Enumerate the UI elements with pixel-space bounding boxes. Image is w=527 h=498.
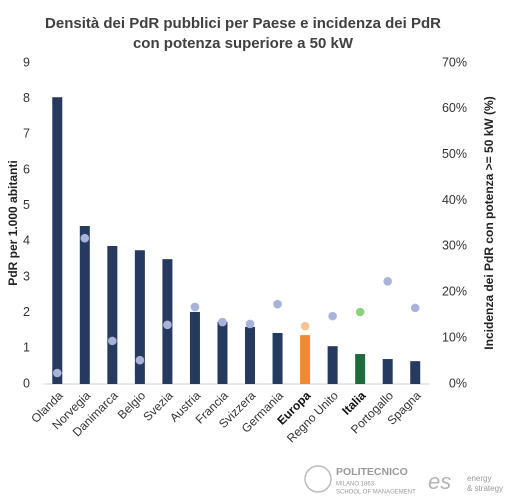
y2-tick-label: 10% xyxy=(442,330,467,344)
dot xyxy=(108,336,117,346)
dot xyxy=(163,320,172,330)
dot xyxy=(273,299,282,309)
dot xyxy=(410,303,420,313)
bar xyxy=(52,97,63,385)
logo-es: es energy & strategy xyxy=(428,469,503,494)
dot xyxy=(218,317,227,327)
bar xyxy=(272,332,283,384)
dot xyxy=(300,321,310,331)
logo-mark: es xyxy=(428,469,451,494)
bar xyxy=(300,335,311,384)
logo-politecnico: POLITECNICO MILANO 1863 SCHOOL OF MANAGE… xyxy=(304,465,416,496)
bar xyxy=(355,354,366,384)
dot xyxy=(383,276,392,286)
dot xyxy=(80,233,90,243)
y-tick-label: 8 xyxy=(23,91,30,105)
dot xyxy=(52,368,62,378)
chart-title: Densità dei PdR pubblici per Paese e inc… xyxy=(45,15,441,32)
logo-text: SCHOOL OF MANAGEMENT xyxy=(336,490,416,496)
y-tick-label: 5 xyxy=(23,198,30,212)
dot xyxy=(328,311,337,321)
y-tick-label: 9 xyxy=(23,55,30,69)
y-tick-label: 2 xyxy=(23,305,30,319)
bar xyxy=(217,321,228,384)
bar xyxy=(134,250,145,384)
bar xyxy=(245,326,256,384)
y-tick-label: 1 xyxy=(23,341,30,355)
logo-seal xyxy=(304,465,332,493)
bar xyxy=(79,225,90,384)
y2-tick-label: 70% xyxy=(442,55,467,69)
dot xyxy=(355,307,365,317)
y2-axis-title: Incidenza dei PdR con potenza >= 50 kW (… xyxy=(482,96,496,349)
y2-tick-label: 40% xyxy=(442,193,467,207)
bar xyxy=(107,245,118,384)
y2-tick-label: 50% xyxy=(442,147,467,161)
y-tick-label: 7 xyxy=(23,127,30,141)
y-tick-label: 6 xyxy=(23,162,30,176)
chart-title: con potenza superiore a 50 kW xyxy=(133,35,354,52)
dot xyxy=(190,302,200,312)
y2-tick-label: 30% xyxy=(442,239,467,253)
logo-text: MILANO 1863 xyxy=(336,482,375,488)
y-tick-label: 0 xyxy=(23,376,30,390)
y2-tick-label: 60% xyxy=(442,101,467,115)
dot xyxy=(245,319,255,329)
y2-tick-label: 0% xyxy=(449,376,467,390)
dot xyxy=(135,355,145,365)
logo-text: energy xyxy=(467,474,491,483)
y-axis-title: PdR per 1.000 abitanti xyxy=(6,160,20,285)
logo-text: POLITECNICO xyxy=(336,466,408,478)
bar xyxy=(189,311,200,384)
bar xyxy=(410,361,421,384)
bar xyxy=(382,359,393,384)
y-tick-label: 4 xyxy=(23,234,30,248)
bar xyxy=(327,346,338,384)
y2-tick-label: 20% xyxy=(442,285,467,299)
y-tick-label: 3 xyxy=(23,269,30,283)
logo-text: & strategy xyxy=(467,484,503,493)
